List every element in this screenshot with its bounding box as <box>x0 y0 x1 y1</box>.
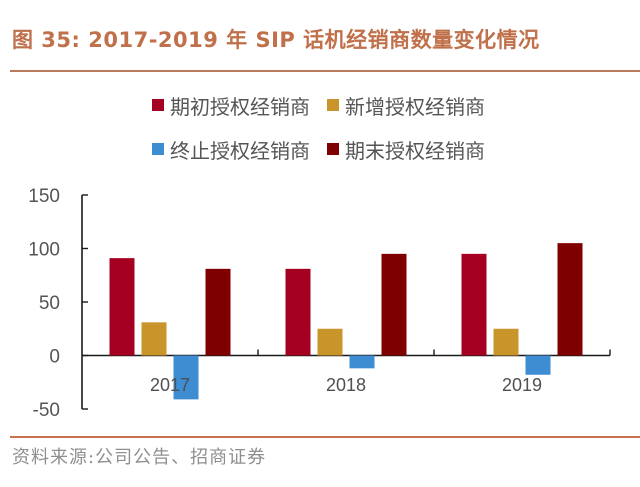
bar-2018-2 <box>349 355 375 369</box>
source-note: 资料来源:公司公告、招商证券 <box>12 447 267 468</box>
bar-2018-1 <box>317 328 343 356</box>
y-tick-label-3: 0 <box>49 347 60 368</box>
legend-label-1: 新增授权经销商 <box>345 95 485 119</box>
figure-title: 图 35: 2017-2019 年 SIP 话机经销商数量变化情况 <box>12 28 540 52</box>
legend-swatch-2 <box>152 143 164 155</box>
x-category-label-0: 2017 <box>150 375 190 395</box>
y-tick-label-2: 50 <box>39 293 60 314</box>
legend-label-0: 期初授权经销商 <box>170 95 310 119</box>
legend-label-3: 期末授权经销商 <box>345 139 485 163</box>
labels: 2017 2018 2019 <box>150 375 542 395</box>
bar-2017-3 <box>205 268 231 356</box>
bars <box>109 243 583 400</box>
bar-2017-1 <box>141 322 167 356</box>
legend-swatch-3 <box>327 143 339 155</box>
bar-2017-2 <box>173 355 199 400</box>
bar-2018-3 <box>381 253 407 356</box>
bar-2019-2 <box>525 355 551 375</box>
y-tick-label-4: -50 <box>33 400 60 421</box>
axes: 150 100 50 0 -50 <box>28 186 611 421</box>
bar-2019-1 <box>493 328 519 356</box>
source-divider <box>10 436 640 438</box>
y-tick-label-0: 150 <box>28 186 60 207</box>
bar-2019-0 <box>461 253 487 356</box>
bar-2019-3 <box>557 243 583 356</box>
legend-swatch-0 <box>152 99 164 111</box>
bar-2017-0 <box>109 258 135 356</box>
y-tick-label-1: 100 <box>28 240 60 261</box>
x-category-label-1: 2018 <box>326 375 366 395</box>
x-category-label-2: 2019 <box>502 375 542 395</box>
bar-2018-0 <box>285 268 311 356</box>
legend-label-2: 终止授权经销商 <box>170 139 310 163</box>
legend-swatch-1 <box>327 99 339 111</box>
title-divider <box>10 70 640 72</box>
